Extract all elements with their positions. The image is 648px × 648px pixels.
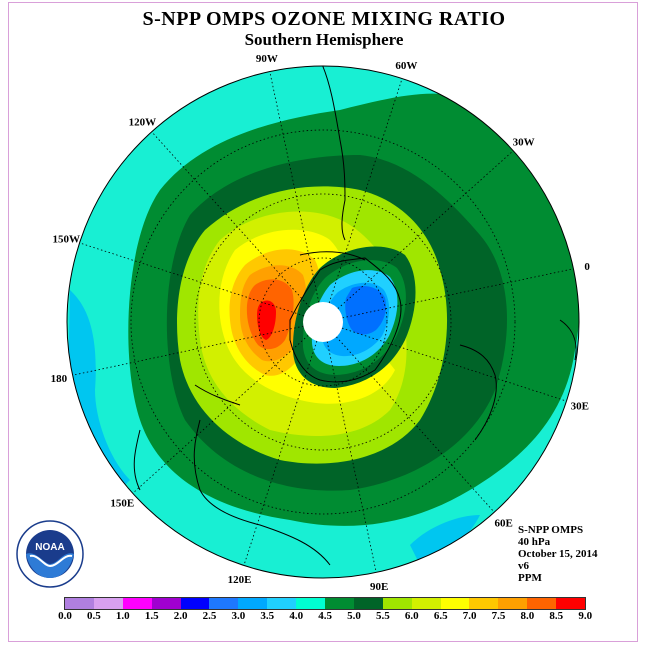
- meridian-line: [269, 71, 320, 303]
- colorbar-tick-label: 7.5: [491, 610, 506, 622]
- colorbar-cell: [122, 598, 152, 609]
- meridian-line: [79, 242, 305, 317]
- meridian-line: [72, 325, 304, 376]
- colorbar-tick-label: 1.0: [115, 610, 130, 622]
- colorbar-cell: [325, 598, 354, 609]
- meridian-line: [341, 327, 567, 402]
- colorbar-ticks: 0.0 0.5 1.0 1.5 2.0 2.5 3.0 3.5 4.0 4.5 5.0 5.5 6.0 6…: [0, 610, 648, 624]
- lon-label-30w: 30W: [513, 136, 535, 148]
- meridian-line: [151, 131, 310, 308]
- colorbar-cell: [209, 598, 239, 609]
- lon-label-180: 180: [51, 373, 68, 385]
- colorbar-cell: [556, 598, 586, 609]
- colorbar-tick-label: 3.5: [260, 610, 275, 622]
- colorbar-cell: [267, 598, 297, 609]
- meridian-line: [326, 341, 377, 573]
- pole-hole: [303, 302, 343, 342]
- colorbar-tick-label: 0.0: [58, 610, 72, 622]
- map-title: S-NPP OMPS OZONE MIXING RATIO: [142, 8, 506, 30]
- colorbar: [64, 597, 587, 610]
- noaa-logo: NOAA: [16, 520, 84, 588]
- graticule: [72, 71, 574, 573]
- colorbar-cell: [440, 598, 470, 609]
- colorbar-cell: [469, 598, 499, 609]
- info-satellite: S-NPP OMPS: [518, 524, 584, 536]
- colorbar-tick-label: 6.0: [404, 610, 419, 622]
- meridian-line: [243, 340, 318, 566]
- info-pressure: 40 hPa: [518, 536, 551, 548]
- logo-text: NOAA: [35, 542, 64, 553]
- meridian-line: [342, 268, 574, 319]
- colorbar-tick-label: 5.5: [376, 610, 390, 622]
- vortex-low: [345, 286, 386, 335]
- colorbar-cell: [296, 598, 326, 609]
- coast-antarctica: [289, 257, 402, 383]
- colorbar-tick-label: 5.0: [347, 610, 361, 622]
- lon-label-150w: 150W: [52, 234, 80, 246]
- colorbar-tick-label: 9.0: [578, 610, 593, 622]
- lat-circle-60: [130, 129, 516, 515]
- colorbar-tick-label: 8.0: [520, 610, 535, 622]
- coast-nz: [133, 429, 141, 491]
- colorbar-cell: [151, 598, 181, 609]
- info-version: v6: [518, 560, 529, 572]
- band-8-5: [257, 300, 276, 340]
- lat-circle-80: [258, 257, 388, 387]
- figure-frame: [8, 2, 638, 642]
- lon-label-0: 0: [584, 261, 590, 273]
- meridian-line: [336, 336, 495, 513]
- colorbar-cell: [353, 598, 383, 609]
- coast-australia: [193, 419, 331, 566]
- longitude-labels: 90W 60W 30W 0 30E 60E 90E 120E 150E 180 150W 120W: [51, 53, 591, 593]
- info-block: S-NPP OMPS 40 hPa October 15, 2014 v6 PP…: [518, 524, 598, 584]
- colorbar-cell: [65, 598, 94, 609]
- coast-peninsula: [299, 251, 366, 261]
- meridian-line: [132, 335, 309, 494]
- colorbar-cell: [498, 598, 528, 609]
- lon-label-60w: 60W: [395, 60, 417, 72]
- colorbar-tick-label: 4.5: [318, 610, 332, 622]
- colorbar-tick-label: 7.0: [462, 610, 477, 622]
- lat-circle-70: [194, 193, 452, 451]
- lon-label-60e: 60E: [494, 518, 512, 530]
- colorbar-cell: [180, 598, 210, 609]
- colorbar-tick-label: 2.0: [173, 610, 188, 622]
- meridians: [72, 71, 574, 573]
- colorbar-cell: [93, 598, 123, 609]
- colorbar-tick-label: 6.5: [433, 610, 448, 622]
- lon-label-150e: 150E: [110, 498, 134, 510]
- lon-label-90w: 90W: [256, 53, 278, 65]
- lon-label-120e: 120E: [228, 574, 252, 586]
- lon-label-90e: 90E: [370, 581, 388, 593]
- colorbar-tick-label: 2.5: [202, 610, 217, 622]
- band-4-0-south: [410, 515, 480, 565]
- colorbar-tick-label: 4.0: [289, 610, 304, 622]
- ozone-field: [67, 66, 579, 578]
- coast-east-2: [559, 319, 577, 361]
- coast-ross: [194, 384, 241, 406]
- lon-label-120w: 120W: [129, 116, 157, 128]
- colorbar-tick-label: 0.5: [87, 610, 101, 622]
- coastlines: [133, 66, 577, 566]
- map-boundary: [66, 65, 580, 579]
- colorbar-tick-label: 8.5: [549, 610, 564, 622]
- coast-east-1: [459, 344, 497, 441]
- info-units: PPM: [518, 572, 542, 584]
- colorbar-tick-label: 1.5: [144, 610, 159, 622]
- colorbar-cell: [527, 598, 557, 609]
- meridian-line: [337, 150, 514, 309]
- meridian-line: [328, 78, 403, 304]
- colorbar-cell: [238, 598, 268, 609]
- info-date: October 15, 2014: [518, 548, 598, 560]
- lon-label-30e: 30E: [571, 400, 589, 412]
- colorbar-cell: [411, 598, 441, 609]
- map-subtitle: Southern Hemisphere: [244, 30, 404, 49]
- colorbar-tick-label: 3.0: [231, 610, 246, 622]
- coast-south-america: [319, 66, 346, 241]
- colorbar-cell: [382, 598, 412, 609]
